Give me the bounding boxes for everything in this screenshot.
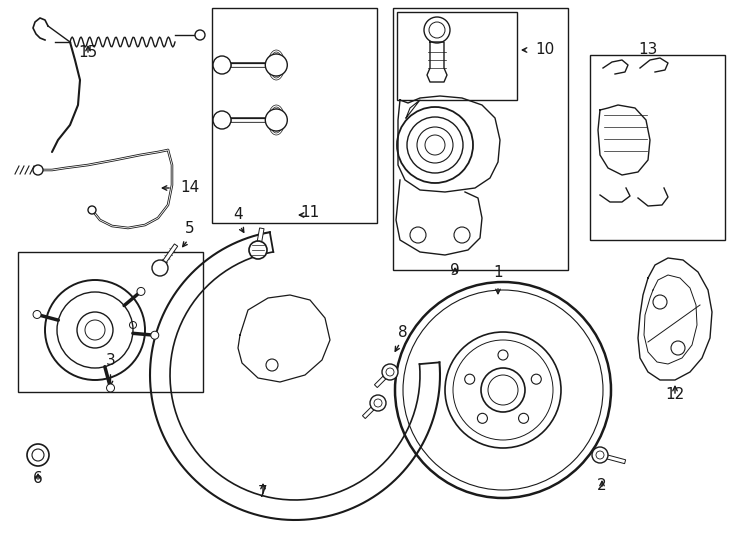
Polygon shape [374,370,391,388]
Circle shape [265,54,287,76]
Text: 9: 9 [450,263,460,278]
Text: 1: 1 [493,265,503,280]
Polygon shape [255,228,264,251]
Circle shape [370,395,386,411]
Text: 15: 15 [79,45,98,60]
Circle shape [213,111,231,129]
Circle shape [33,310,41,319]
Circle shape [150,331,159,339]
Text: 12: 12 [666,387,685,402]
Text: 14: 14 [180,180,199,195]
Circle shape [382,364,398,380]
Bar [18,252,203,392]
Circle shape [33,165,43,175]
Bar [397,12,517,100]
Circle shape [592,447,608,463]
Circle shape [265,109,287,131]
Circle shape [195,30,205,40]
Circle shape [424,17,450,43]
Bar [393,8,568,270]
Text: 4: 4 [233,207,243,222]
Circle shape [106,384,115,392]
Text: 10: 10 [535,43,554,57]
Polygon shape [159,244,178,269]
Text: 7: 7 [258,485,268,500]
Circle shape [249,241,267,259]
Text: 8: 8 [398,325,408,340]
Bar [212,8,377,223]
Circle shape [137,287,145,295]
Text: 11: 11 [300,205,319,220]
Circle shape [213,56,231,74]
Text: 6: 6 [33,471,43,486]
Polygon shape [600,453,625,464]
Polygon shape [363,402,379,418]
Circle shape [152,260,168,276]
Text: 5: 5 [185,221,195,236]
Text: 13: 13 [639,42,658,57]
Text: 3: 3 [106,353,115,368]
Bar [590,55,725,240]
Circle shape [88,206,96,214]
Text: 2: 2 [597,478,607,493]
Circle shape [27,444,49,466]
